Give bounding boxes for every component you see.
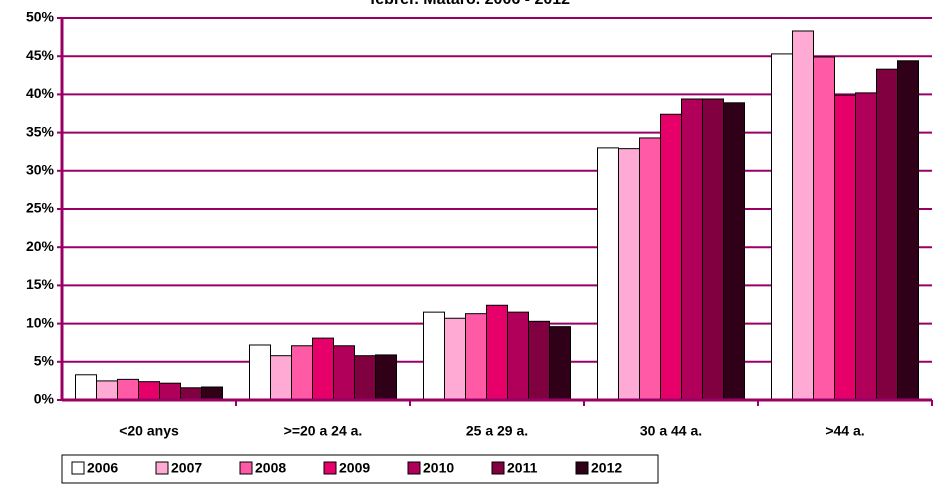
y-tick-label: 40%	[26, 85, 55, 101]
bar	[159, 382, 181, 401]
bar	[354, 355, 376, 401]
legend-label: 2007	[171, 460, 202, 476]
bar	[444, 317, 466, 401]
bar	[834, 94, 856, 401]
bar	[423, 311, 445, 401]
bar	[117, 378, 139, 401]
bar	[528, 320, 550, 401]
legend-label: 2010	[423, 460, 454, 476]
bar	[507, 311, 529, 401]
legend-swatch	[239, 461, 253, 475]
bar	[597, 147, 619, 401]
chart-title: febrer. Mataró. 2006 - 2012	[370, 0, 570, 8]
y-tick-label: 15%	[26, 276, 55, 292]
y-tick-label: 50%	[26, 9, 55, 25]
x-tick-label: >=20 a 24 a.	[284, 423, 363, 439]
bar	[723, 102, 745, 401]
y-tick-label: 5%	[34, 353, 55, 369]
bar	[270, 355, 292, 401]
x-tick-label: 25 a 29 a.	[466, 423, 528, 439]
x-tick-label: 30 a 44 a.	[640, 423, 702, 439]
bar	[660, 113, 682, 401]
bar	[201, 386, 223, 401]
bar	[681, 98, 703, 401]
bar	[333, 345, 355, 401]
bar	[639, 137, 661, 401]
legend-swatch	[71, 461, 85, 475]
legend-label: 2012	[591, 460, 622, 476]
bar	[771, 53, 793, 401]
bar	[792, 30, 814, 401]
bar	[618, 148, 640, 401]
bar	[549, 326, 571, 401]
x-tick-label: <20 anys	[119, 423, 179, 439]
legend-swatch	[155, 461, 169, 475]
bar	[897, 60, 919, 401]
bar	[138, 381, 160, 401]
bar	[75, 374, 97, 401]
bar	[96, 380, 118, 401]
legend-swatch	[491, 461, 505, 475]
legend-label: 2009	[339, 460, 370, 476]
y-tick-label: 0%	[34, 391, 55, 407]
bar	[855, 92, 877, 401]
x-tick-label: >44 a.	[825, 423, 864, 439]
y-tick-label: 10%	[26, 314, 55, 330]
legend-swatch	[323, 461, 337, 475]
bar	[813, 56, 835, 401]
bar	[180, 387, 202, 401]
y-tick-label: 20%	[26, 238, 55, 254]
y-tick-label: 25%	[26, 200, 55, 216]
bar	[375, 354, 397, 401]
y-tick-label: 30%	[26, 162, 55, 178]
bar	[486, 304, 508, 401]
bar	[249, 344, 271, 401]
bar	[312, 337, 334, 401]
legend-label: 2008	[255, 460, 286, 476]
bar	[702, 98, 724, 401]
legend-swatch	[407, 461, 421, 475]
legend-swatch	[575, 461, 589, 475]
bar	[876, 68, 898, 401]
bar	[291, 345, 313, 401]
legend-label: 2011	[507, 460, 538, 476]
legend-label: 2006	[87, 460, 118, 476]
bar	[465, 313, 487, 401]
y-tick-label: 35%	[26, 123, 55, 139]
y-tick-label: 45%	[26, 47, 55, 63]
